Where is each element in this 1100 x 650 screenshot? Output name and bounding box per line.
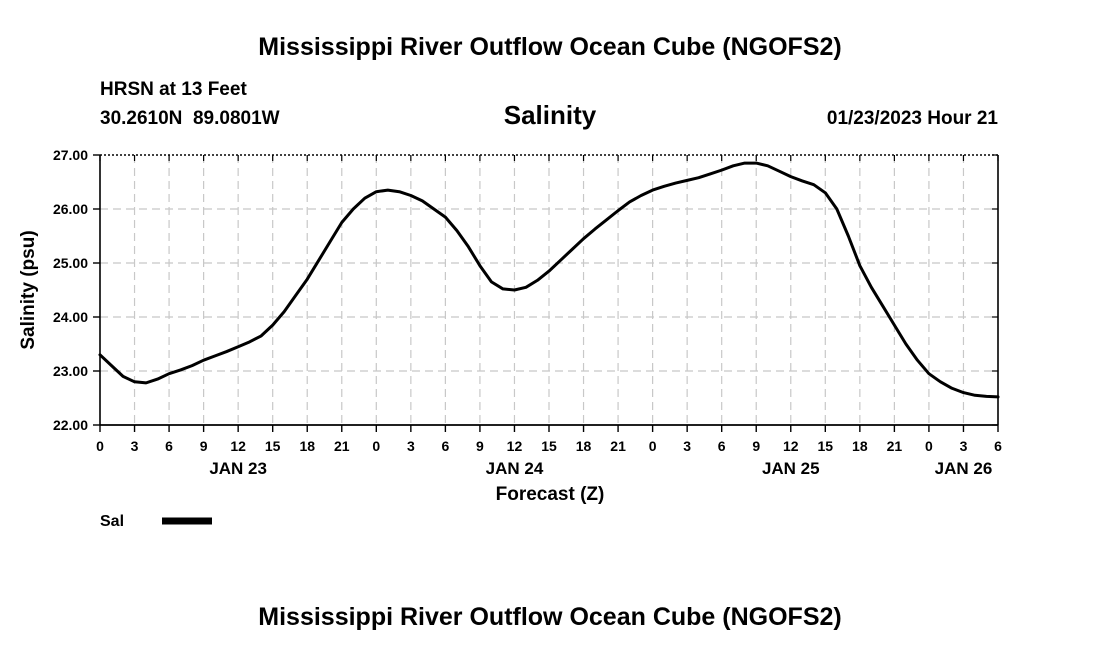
x-tick-label: 18: [576, 438, 592, 454]
y-tick-label: 23.00: [53, 363, 88, 379]
y-axis-ticks: 22.00 23.00 24.00 25.00 26.00 27.00: [53, 147, 998, 433]
day-label: JAN 24: [486, 459, 544, 478]
day-labels: JAN 23 JAN 24 JAN 25 JAN 26: [209, 459, 992, 478]
series-line-sal: [98, 161, 1000, 399]
x-tick-label: 9: [476, 438, 484, 454]
x-tick-label: 6: [441, 438, 449, 454]
x-tick-label: 15: [818, 438, 834, 454]
x-tick-label: 21: [334, 438, 350, 454]
y-tick-label: 25.00: [53, 255, 88, 271]
x-tick-label: 18: [299, 438, 315, 454]
x-tick-label: 6: [994, 438, 1002, 454]
x-tick-label: 0: [96, 438, 104, 454]
grid-lines: [100, 155, 998, 425]
x-tick-label: 15: [541, 438, 557, 454]
chart-title: Salinity: [504, 100, 597, 130]
x-tick-label: 6: [165, 438, 173, 454]
x-tick-label: 12: [507, 438, 523, 454]
day-label: JAN 26: [935, 459, 993, 478]
x-axis-label: Forecast (Z): [496, 484, 605, 505]
x-tick-label: 21: [887, 438, 903, 454]
y-tick-label: 24.00: [53, 309, 88, 325]
x-tick-label: 3: [960, 438, 968, 454]
x-tick-label: 3: [683, 438, 691, 454]
x-axis-ticks: 0 3 6 9 12 15 18 21 0 3 6 9 12 15 18 21 0 3 6 9 12 15 18 21 0 3 6: [96, 155, 1002, 454]
x-tick-label: 3: [131, 438, 139, 454]
y-tick-label: 27.00: [53, 147, 88, 163]
x-tick-label: 18: [852, 438, 868, 454]
station-coordinates: 30.2610N 89.0801W: [100, 108, 280, 129]
forecast-datetime: 01/23/2023 Hour 21: [827, 108, 999, 129]
chart-footer-title: Mississippi River Outflow Ocean Cube (NG…: [258, 603, 841, 631]
x-tick-label: 9: [200, 438, 208, 454]
x-tick-label: 6: [718, 438, 726, 454]
y-tick-label: 26.00: [53, 201, 88, 217]
x-tick-label: 15: [265, 438, 281, 454]
x-tick-label: 21: [610, 438, 626, 454]
station-label: HRSN at 13 Feet: [100, 79, 247, 100]
y-tick-label: 22.00: [53, 417, 88, 433]
x-tick-label: 12: [783, 438, 799, 454]
chart-main-title: Mississippi River Outflow Ocean Cube (NG…: [258, 33, 841, 61]
legend: Sal: [100, 513, 212, 530]
x-tick-label: 0: [372, 438, 380, 454]
x-tick-label: 0: [925, 438, 933, 454]
y-axis-label: Salinity (psu): [18, 230, 39, 349]
x-tick-label: 3: [407, 438, 415, 454]
x-tick-label: 9: [752, 438, 760, 454]
day-label: JAN 25: [762, 459, 820, 478]
legend-label: Sal: [100, 513, 124, 530]
x-tick-label: 12: [230, 438, 246, 454]
x-tick-label: 0: [649, 438, 657, 454]
day-label: JAN 23: [209, 459, 267, 478]
